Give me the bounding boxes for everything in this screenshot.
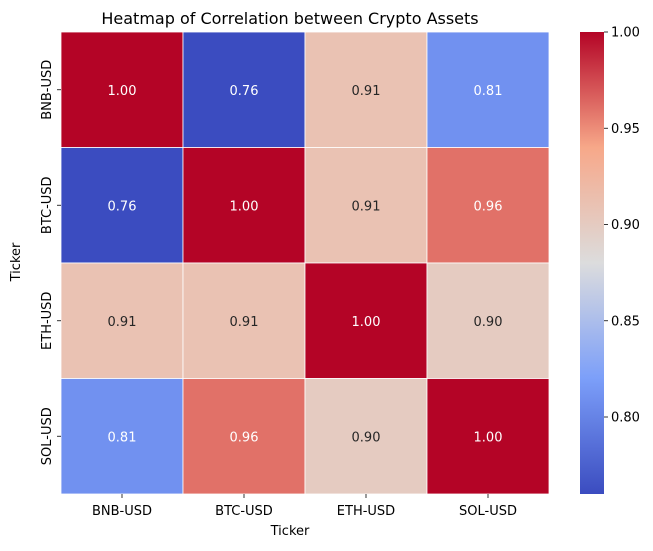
heatmap-cell-value: 0.76 — [230, 84, 259, 99]
heatmap-cell-value: 0.91 — [352, 199, 381, 214]
x-tick-label: BNB-USD — [92, 504, 152, 519]
chart-title: Heatmap of Correlation between Crypto As… — [101, 9, 478, 28]
x-tick-label: ETH-USD — [337, 504, 395, 519]
y-tick-label: SOL-USD — [40, 407, 55, 465]
y-tick-label: BNB-USD — [40, 60, 55, 120]
heatmap-cell — [182, 262, 306, 379]
y-tick-label: BTC-USD — [40, 176, 55, 234]
colorbar-tick-label: 0.80 — [611, 411, 640, 426]
heatmap-cells — [60, 31, 550, 495]
heatmap-cell-value: 0.76 — [108, 199, 137, 214]
heatmap-cell — [60, 147, 184, 264]
heatmap-cell — [60, 378, 184, 495]
heatmap-cell-value: 0.96 — [230, 430, 259, 445]
heatmap-cell-value: 0.91 — [230, 315, 259, 330]
heatmap-cell — [60, 31, 184, 148]
heatmap-cell — [304, 147, 428, 264]
colorbar-gradient — [580, 32, 604, 494]
heatmap-cell-labels: 1.00 0.76 0.91 0.81 0.76 1.00 0.91 0.96 0.91 0.91… — [108, 84, 503, 446]
heatmap-cell — [426, 147, 550, 264]
x-tick-label: SOL-USD — [459, 504, 517, 519]
heatmap-cell — [182, 31, 306, 148]
y-tick-label: ETH-USD — [40, 292, 55, 350]
heatmap-cell-value: 0.96 — [474, 199, 503, 214]
heatmap-cell-value: 0.81 — [474, 84, 503, 99]
y-axis-label: Ticker — [9, 242, 24, 282]
heatmap-cell — [182, 378, 306, 495]
heatmap-cell — [426, 31, 550, 148]
heatmap-cell-value: 1.00 — [230, 199, 259, 214]
heatmap-cell — [182, 147, 306, 264]
heatmap-cell-value: 0.90 — [352, 430, 381, 445]
heatmap-cell — [304, 378, 428, 495]
heatmap-cell-value: 0.91 — [108, 315, 137, 330]
y-axis: BNB-USD BTC-USD ETH-USD SOL-USD — [40, 60, 61, 465]
colorbar-tick-label: 0.85 — [611, 314, 640, 329]
x-axis: BNB-USD BTC-USD ETH-USD SOL-USD — [92, 494, 517, 519]
colorbar-tick-label: 0.90 — [611, 218, 640, 233]
heatmap-cell — [426, 262, 550, 379]
heatmap-cell-value: 1.00 — [352, 315, 381, 330]
x-axis-label: Ticker — [270, 524, 310, 539]
colorbar: 0.80 0.85 0.90 0.95 1.00 — [580, 26, 640, 494]
heatmap-cell — [304, 31, 428, 148]
heatmap-cell-value: 1.00 — [108, 84, 137, 99]
heatmap-cell-value: 0.81 — [108, 430, 137, 445]
colorbar-tick-label: 0.95 — [611, 122, 640, 137]
heatmap-cell-value: 0.91 — [352, 84, 381, 99]
colorbar-tick-label: 1.00 — [611, 26, 640, 41]
x-tick-label: BTC-USD — [215, 504, 273, 519]
heatmap-cell — [426, 378, 550, 495]
heatmap-cell-value: 0.90 — [474, 315, 503, 330]
heatmap-cell-value: 1.00 — [474, 430, 503, 445]
